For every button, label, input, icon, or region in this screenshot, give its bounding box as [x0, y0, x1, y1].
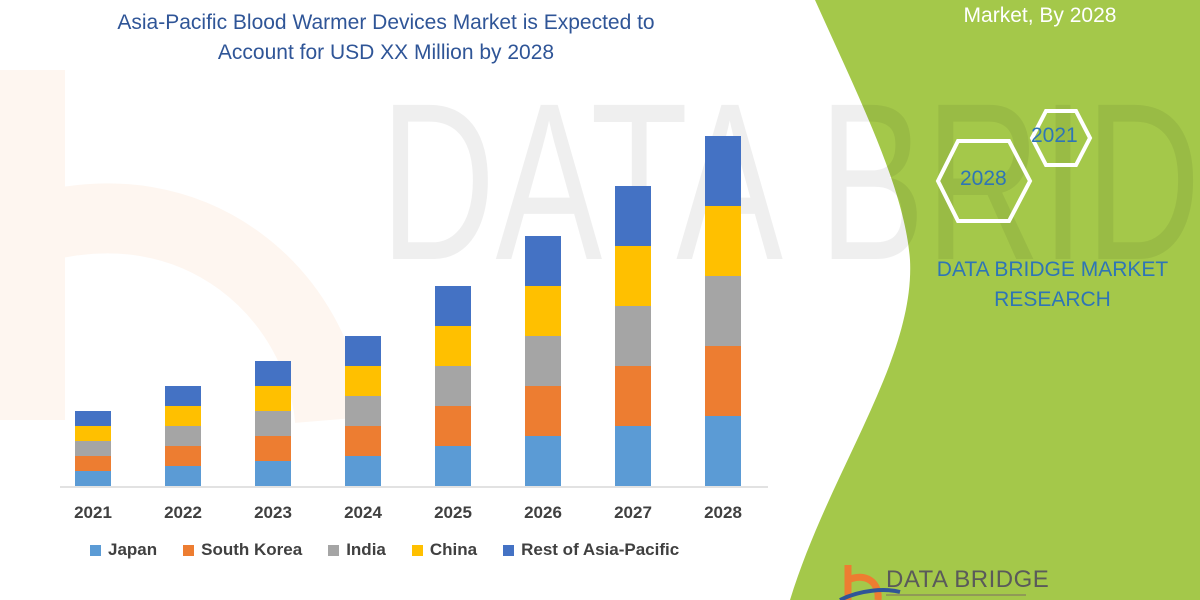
- hex-2028: [935, 139, 1033, 223]
- chart-title: Asia-Pacific Blood Warmer Devices Market…: [60, 8, 712, 68]
- bar-segment-2026-india: [525, 336, 561, 386]
- side-subtitle: Market, By 2028: [963, 4, 1117, 27]
- chart-legend: Japan South Korea India China Rest of As…: [90, 540, 705, 560]
- legend-label: Rest of Asia-Pacific: [521, 540, 680, 559]
- bar-segment-2025-rest-of-asia-pacific: [435, 286, 471, 326]
- bar-segment-2021-south-korea: [75, 456, 111, 471]
- bar-segment-2026-south-korea: [525, 386, 561, 436]
- bar-segment-2027-rest-of-asia-pacific: [615, 186, 651, 246]
- bar-segment-2024-rest-of-asia-pacific: [345, 336, 381, 366]
- bar-segment-2022-south-korea: [165, 446, 201, 466]
- legend-item-south-korea: South Korea: [183, 540, 302, 560]
- bar-segment-2021-japan: [75, 471, 111, 486]
- bar-segment-2022-japan: [165, 466, 201, 486]
- logo-text: DATA BRIDGE: [886, 566, 1050, 593]
- legend-swatch: [328, 544, 340, 556]
- bar-segment-2024-japan: [345, 456, 381, 486]
- bar-segment-2028-south-korea: [705, 346, 741, 416]
- bar-segment-2027-china: [615, 246, 651, 306]
- bar-segment-2024-india: [345, 396, 381, 426]
- chart-title-line-1: Asia-Pacific Blood Warmer Devices Market…: [117, 11, 655, 34]
- svg-text:DATA BRIDGE: DATA BRIDGE: [380, 58, 1200, 308]
- legend-swatch: [183, 544, 195, 556]
- bar-segment-2025-china: [435, 326, 471, 366]
- x-tick-label: 2022: [164, 503, 202, 522]
- bar-segment-2024-china: [345, 366, 381, 396]
- legend-item-japan: Japan: [90, 540, 157, 560]
- legend-item-china: China: [411, 540, 478, 560]
- green-side-panel: [790, 0, 1200, 600]
- x-tick-label: 2026: [524, 503, 562, 522]
- bar-segment-2022-rest-of-asia-pacific: [165, 386, 201, 406]
- bar-segment-2021-rest-of-asia-pacific: [75, 411, 111, 426]
- bar-segment-2022-china: [165, 406, 201, 426]
- brand-line-2: RESEARCH: [994, 288, 1111, 311]
- x-tick-label: 2024: [344, 503, 382, 522]
- legend-item-rest-of-asia-pacific: Rest of Asia-Pacific: [503, 540, 679, 560]
- bar-segment-2021-china: [75, 426, 111, 441]
- watermark-logo: [0, 70, 365, 425]
- x-tick-label: 2023: [254, 503, 292, 522]
- brand-name: DATA BRIDGE MARKET RESEARCH: [925, 255, 1180, 315]
- brand-line-1: DATA BRIDGE MARKET: [936, 258, 1169, 281]
- legend-swatch: [90, 544, 101, 556]
- bar-segment-2027-india: [615, 306, 651, 366]
- bar-segment-2021-india: [75, 441, 111, 456]
- bar-segment-2028-japan: [705, 416, 741, 486]
- x-tick-label: 2025: [434, 503, 472, 522]
- bar-segment-2025-japan: [435, 446, 471, 486]
- hex-label-2028: 2028: [960, 167, 1007, 190]
- bar-segment-2022-india: [165, 426, 201, 446]
- bar-segment-2023-india: [255, 411, 291, 436]
- bottom-logo-icon: [839, 565, 1026, 600]
- bar-segment-2023-china: [255, 386, 291, 411]
- bar-segment-2026-rest-of-asia-pacific: [525, 236, 561, 286]
- x-tick-label: 2021: [74, 503, 112, 522]
- bar-segment-2023-south-korea: [255, 436, 291, 461]
- legend-label: India: [346, 540, 386, 559]
- chart-title-line-2: Account for USD XX Million by 2028: [217, 41, 555, 64]
- legend-label: South Korea: [201, 540, 303, 559]
- bar-segment-2028-india: [705, 276, 741, 346]
- watermark: DATA BRIDGE: [380, 58, 1200, 308]
- legend-label: China: [429, 540, 478, 559]
- bar-segment-2026-china: [525, 286, 561, 336]
- legend-item-india: India: [328, 540, 386, 560]
- bar-segment-2028-rest-of-asia-pacific: [705, 136, 741, 206]
- bar-segment-2023-rest-of-asia-pacific: [255, 361, 291, 386]
- hex-label-2021: 2021: [1031, 124, 1078, 147]
- bar-segment-2028-china: [705, 206, 741, 276]
- bar-segment-2023-japan: [255, 461, 291, 486]
- bar-segment-2025-india: [435, 366, 471, 406]
- bar-segment-2025-south-korea: [435, 406, 471, 446]
- legend-swatch: [411, 544, 423, 556]
- x-tick-label: 2027: [614, 503, 652, 522]
- bar-segment-2024-south-korea: [345, 426, 381, 456]
- x-tick-label: 2028: [704, 503, 742, 522]
- bar-segment-2027-south-korea: [615, 366, 651, 426]
- legend-label: Japan: [108, 540, 158, 559]
- hex-2021: [1029, 109, 1093, 167]
- legend-swatch: [503, 544, 515, 556]
- bar-segment-2027-japan: [615, 426, 651, 486]
- bar-segment-2026-japan: [525, 436, 561, 486]
